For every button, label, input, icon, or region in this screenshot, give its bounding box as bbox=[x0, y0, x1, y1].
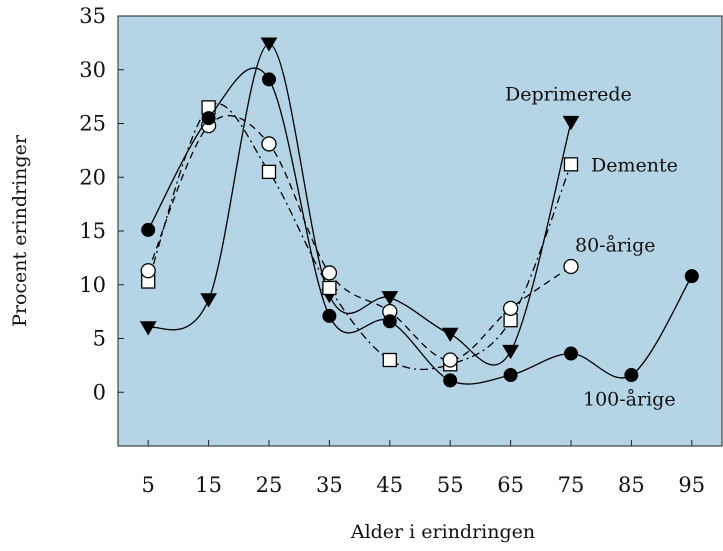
series-100-arige-marker bbox=[262, 72, 276, 87]
series-deprimerede-marker bbox=[260, 37, 278, 52]
series-deprimerede-marker bbox=[200, 293, 217, 308]
x-tick-label: 65 bbox=[497, 473, 524, 497]
series-deprimerede-marker bbox=[381, 291, 399, 306]
series-100-arige bbox=[141, 67, 699, 388]
series-demente-marker bbox=[322, 280, 337, 296]
series-label-deprimerede: Deprimerede bbox=[505, 83, 632, 105]
y-tick-label: 10 bbox=[79, 273, 106, 297]
series-100-arige-marker bbox=[201, 111, 216, 126]
series-deprimerede-marker bbox=[139, 321, 157, 336]
x-axis-label: Alder i erindringen bbox=[350, 521, 535, 543]
series-80-arige-marker bbox=[321, 265, 338, 281]
y-tick-label: 20 bbox=[79, 165, 106, 189]
y-tick-label: 25 bbox=[79, 112, 106, 136]
series-demente-marker bbox=[382, 352, 397, 368]
y-tick-label: 15 bbox=[79, 219, 106, 243]
series-labels: Deprimerede Demente 80-årige 100-årige bbox=[505, 83, 678, 410]
series-80-arige-marker bbox=[261, 136, 277, 152]
series-label-100-arige: 100-årige bbox=[583, 389, 676, 411]
series-80-arige-marker bbox=[140, 263, 156, 279]
series-demente-marker bbox=[261, 164, 277, 180]
x-tick-label: 15 bbox=[195, 473, 222, 497]
y-tick-label: 5 bbox=[93, 327, 106, 351]
series-demente-marker bbox=[563, 157, 579, 172]
y-tick-label: 0 bbox=[93, 380, 106, 404]
series-100-arige-marker bbox=[684, 269, 699, 284]
series-100-arige-marker bbox=[322, 308, 337, 323]
series-80-arige-marker bbox=[502, 300, 519, 317]
plot-area bbox=[117, 15, 723, 447]
series-demente bbox=[141, 100, 579, 372]
y-tick-label: 35 bbox=[79, 4, 106, 28]
series-100-arige-marker bbox=[382, 314, 397, 329]
series-label-80-arige: 80-årige bbox=[575, 234, 656, 256]
series-80-arige-marker bbox=[563, 258, 579, 275]
x-tick-label: 75 bbox=[558, 473, 585, 497]
x-tick-label: 55 bbox=[437, 473, 464, 497]
series-100-arige-marker bbox=[564, 346, 578, 361]
series-deprimerede-marker bbox=[441, 327, 459, 342]
x-tick-label: 25 bbox=[256, 473, 283, 497]
series-100-arige-marker bbox=[624, 368, 639, 383]
x-tick-label: 95 bbox=[678, 473, 705, 497]
series-100-arige-marker bbox=[141, 222, 156, 237]
y-tick-label: 30 bbox=[79, 58, 106, 82]
series-deprimerede-marker bbox=[502, 344, 519, 360]
series-deprimerede-marker bbox=[562, 115, 580, 131]
y-axis-ticks: 0 5 10 15 20 25 30 35 bbox=[79, 4, 124, 404]
series-label-demente: Demente bbox=[591, 154, 678, 176]
x-tick-label: 35 bbox=[316, 473, 343, 497]
x-tick-label: 5 bbox=[142, 473, 155, 497]
series-100-arige-marker bbox=[443, 373, 458, 388]
x-axis-ticks: 5 15 25 35 45 55 65 75 85 95 bbox=[142, 440, 705, 497]
x-tick-label: 85 bbox=[618, 473, 645, 497]
x-tick-label: 45 bbox=[376, 473, 403, 497]
y-axis-label: Procent erindringer bbox=[9, 134, 31, 327]
series-layer bbox=[139, 37, 699, 388]
series-100-arige-marker bbox=[503, 368, 518, 383]
series-80-arige-marker bbox=[442, 352, 458, 368]
